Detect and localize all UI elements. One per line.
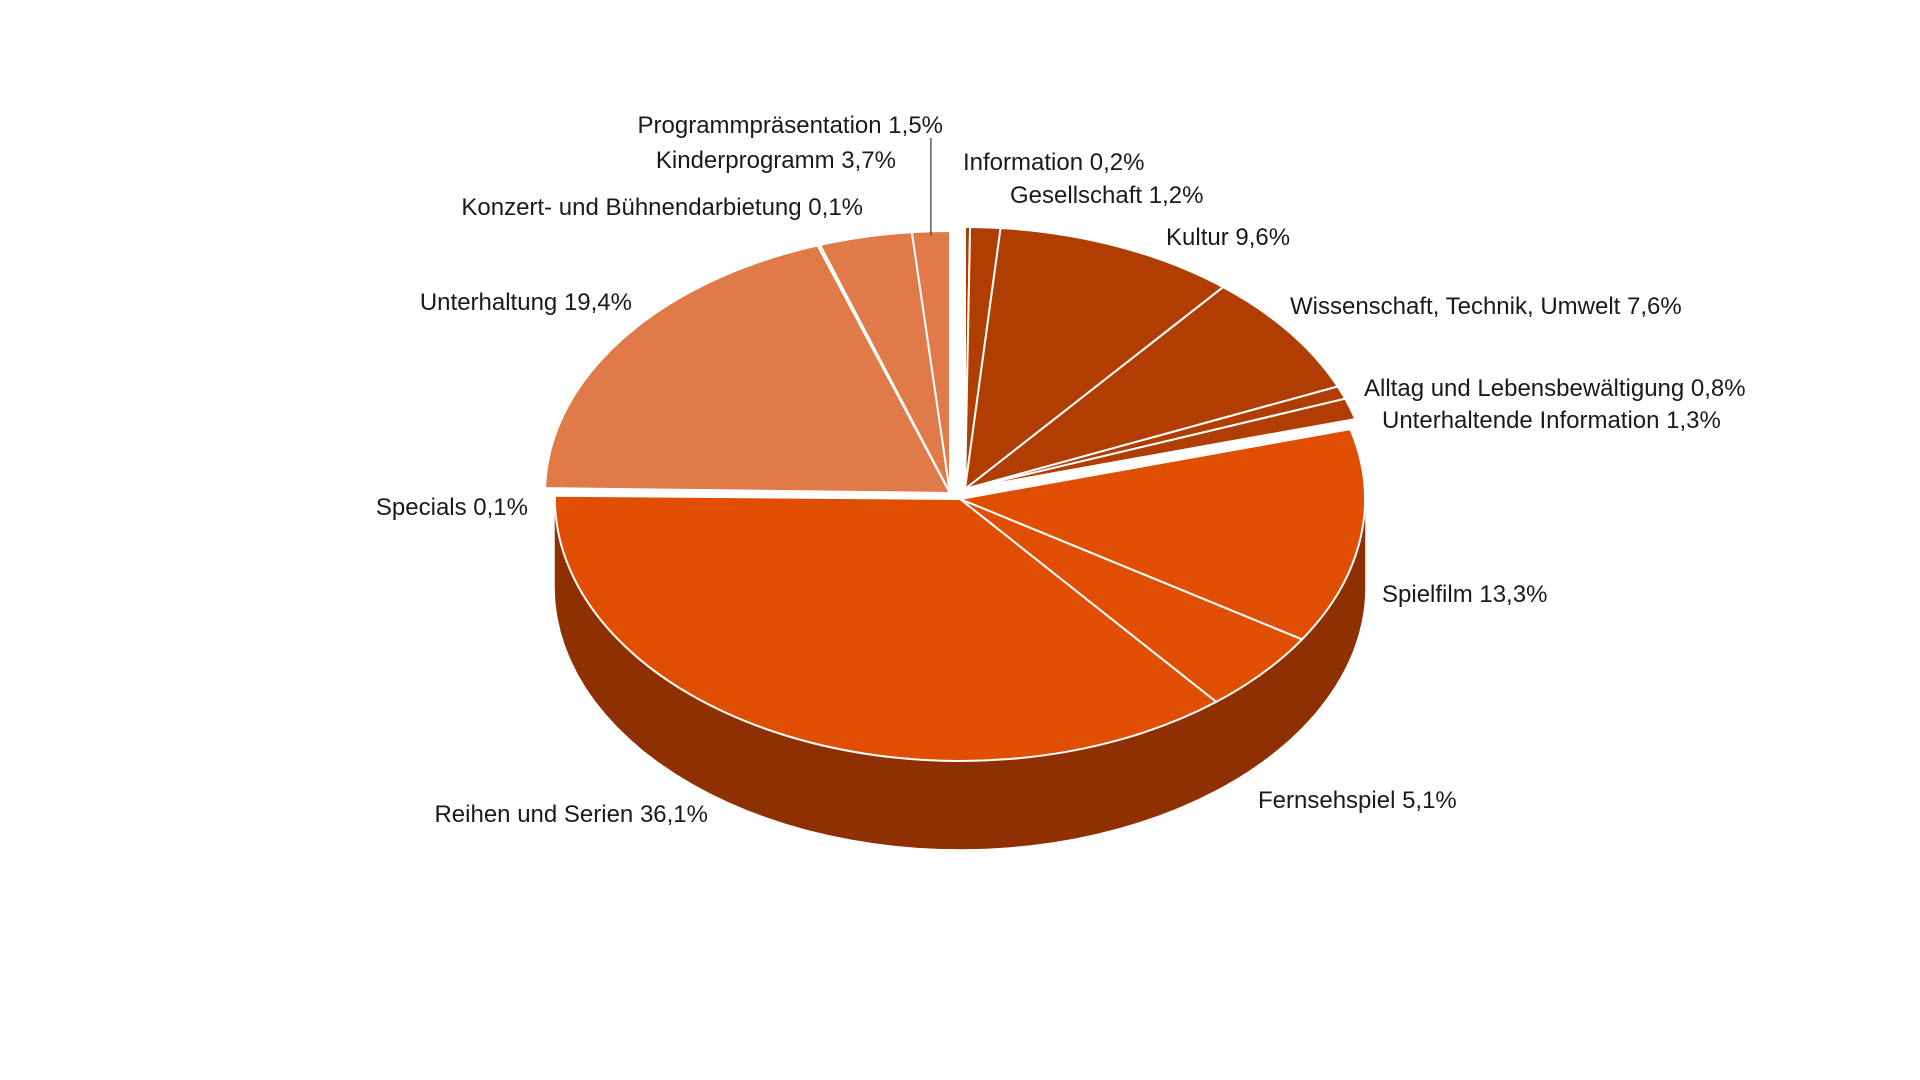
label-programmpraesentation: Programmpräsentation 1,5% — [638, 112, 943, 139]
label-specials: Specials 0,1% — [376, 494, 528, 521]
slice-unterhaltende-information — [964, 397, 1357, 490]
pie-slices — [544, 225, 1366, 762]
label-kultur: Kultur 9,6% — [1166, 224, 1290, 251]
slice-wissenschaft-technik-umwelt — [964, 286, 1339, 490]
label-wissenschaft-technik-umwelt: Wissenschaft, Technik, Umwelt 7,6% — [1290, 293, 1682, 320]
slice-spielfilm — [959, 428, 1366, 641]
label-unterhaltung: Unterhaltung 19,4% — [420, 289, 632, 316]
label-spielfilm: Spielfilm 13,3% — [1382, 581, 1547, 608]
label-kinderprogramm: Kinderprogramm 3,7% — [656, 147, 896, 174]
label-reihen-und-serien: Reihen und Serien 36,1% — [434, 801, 708, 828]
slice-labels: Information 0,2% Gesellschaft 1,2% Kultur … — [376, 112, 1746, 828]
label-information: Information 0,2% — [963, 149, 1144, 176]
label-gesellschaft: Gesellschaft 1,2% — [1010, 182, 1203, 209]
label-konzert-und-buehnendarbietung: Konzert- und Bühnendarbietung 0,1% — [461, 194, 863, 221]
label-alltag-und-lebensbewaeltigung: Alltag und Lebensbewältigung 0,8% — [1364, 375, 1746, 402]
label-unterhaltende-information: Unterhaltende Information 1,3% — [1382, 407, 1721, 434]
label-fernsehspiel: Fernsehspiel 5,1% — [1258, 787, 1457, 814]
slice-kultur — [964, 227, 1225, 490]
slice-reihen-und-serien — [553, 494, 1218, 762]
slice-unterhaltung — [544, 244, 951, 494]
